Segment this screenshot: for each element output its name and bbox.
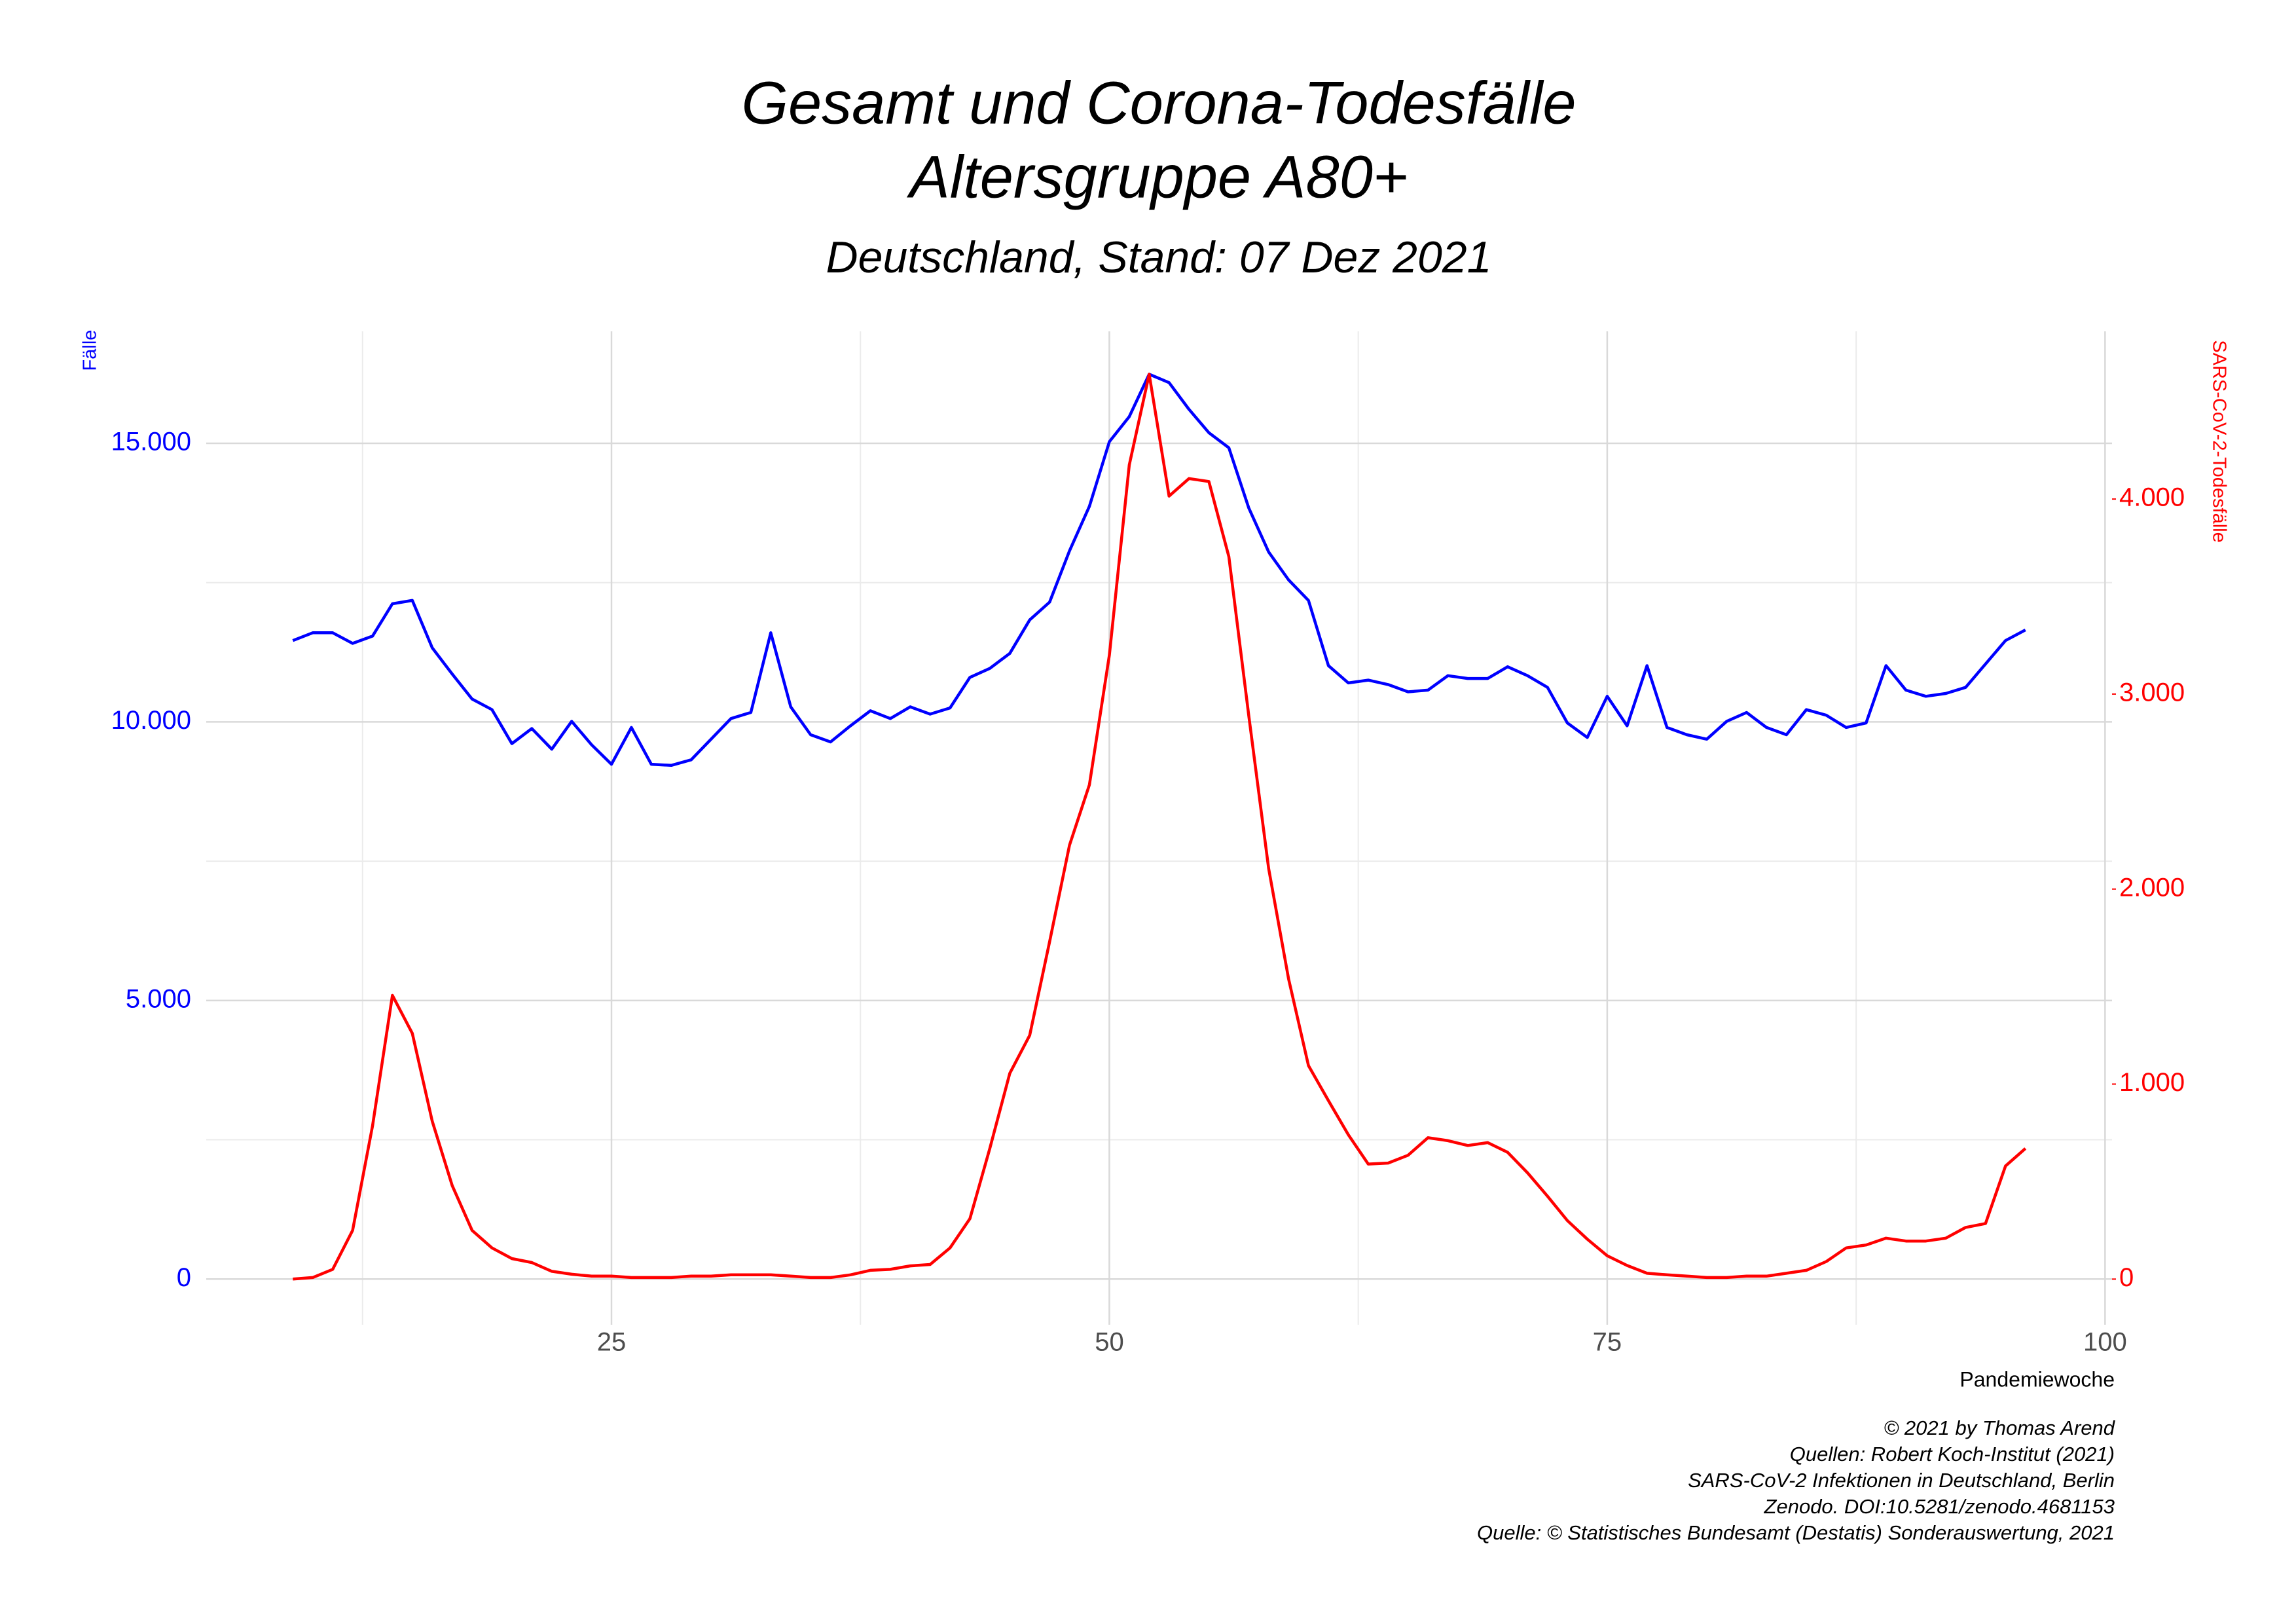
y-axis-title: Fälle	[80, 330, 101, 371]
caption-line: Quelle: © Statistisches Bundesamt (Desta…	[1477, 1521, 2115, 1544]
caption-line: Quellen: Robert Koch-Institut (2021)	[1790, 1443, 2115, 1466]
y2-axis-title: SARS-CoV-2-Todesfälle	[2208, 340, 2229, 542]
x-tick-label: 50	[1095, 1328, 1124, 1357]
y-tick-label: 15.000	[111, 428, 191, 456]
x-tick-label: 75	[1593, 1328, 1622, 1357]
chart-title-line: Altersgruppe A80+	[906, 143, 1408, 210]
y-tick-label: 0	[177, 1263, 191, 1292]
y-tick-label: 10.000	[111, 706, 191, 735]
series-line	[293, 373, 2027, 1281]
y2-tick-label: 4.000	[2119, 483, 2185, 512]
chart-title: Gesamt und Corona-Todesfälle	[741, 69, 1576, 136]
caption-line: SARS-CoV-2 Infektionen in Deutschland, B…	[1688, 1469, 2115, 1492]
y-tick-label: 5.000	[126, 984, 191, 1013]
series-line	[292, 373, 2026, 767]
y2-tick-label: 0	[2119, 1263, 2134, 1292]
caption-line: Zenodo. DOI:10.5281/zenodo.4681153	[1764, 1495, 2115, 1518]
x-axis-title: Pandemiewoche	[1959, 1367, 2115, 1391]
x-tick-label: 25	[597, 1328, 627, 1357]
caption-line: © 2021 by Thomas Arend	[1884, 1416, 2115, 1439]
y2-tick-label: 3.000	[2119, 678, 2185, 707]
x-tick-label: 100	[2083, 1328, 2127, 1357]
y2-tick-label: 2.000	[2119, 873, 2185, 902]
y2-tick-label: 1.000	[2119, 1068, 2185, 1097]
chart-subtitle: Deutschland, Stand: 07 Dez 2021	[826, 232, 1492, 282]
